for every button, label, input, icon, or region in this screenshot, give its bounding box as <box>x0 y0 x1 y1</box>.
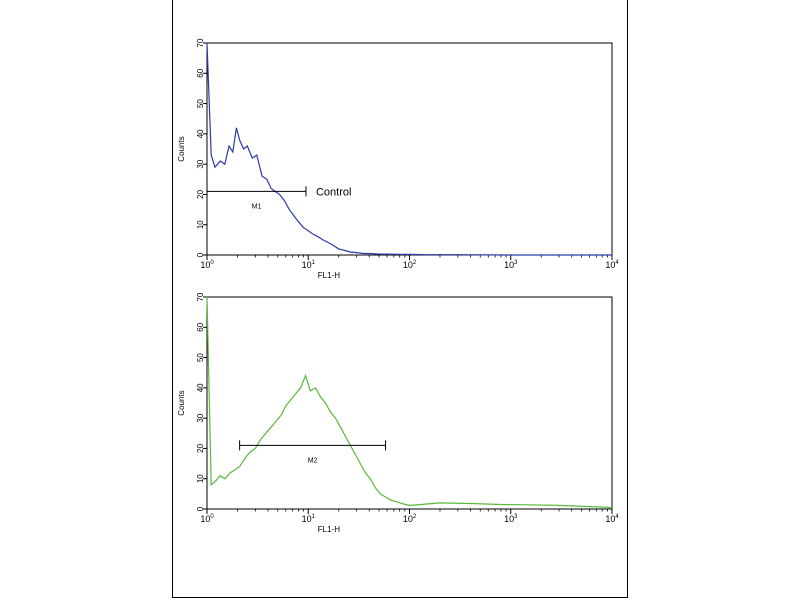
x-axis-label: FL1-H <box>318 271 340 280</box>
y-axis-label: Counts <box>177 136 186 161</box>
y-tick-label: 0 <box>196 252 205 257</box>
x-tick-base: 10 <box>200 514 210 524</box>
plot-area <box>206 42 613 256</box>
x-tick-exponent: 2 <box>413 514 417 520</box>
x-tick-base: 10 <box>302 514 312 524</box>
y-tick-label: 10 <box>196 474 205 483</box>
y-tick-label: 0 <box>196 506 205 511</box>
x-tick-exponent: 1 <box>312 260 316 266</box>
x-axis-label: FL1-H <box>318 525 340 534</box>
x-tick-exponent: 4 <box>615 514 619 520</box>
x-tick-base: 10 <box>605 260 615 270</box>
x-tick-exponent: 3 <box>514 514 518 520</box>
x-tick-exponent: 0 <box>210 514 214 520</box>
marker-gate-m1: M1 <box>206 186 307 210</box>
x-tick-base: 10 <box>504 260 514 270</box>
x-tick-base: 10 <box>403 514 413 524</box>
histogram-series-line <box>206 42 612 256</box>
x-tick-label: 103 <box>504 260 518 270</box>
x-tick-label: 103 <box>504 514 518 524</box>
y-tick-label: 50 <box>196 353 205 362</box>
y-tick-label: 10 <box>196 220 205 229</box>
annotation-label: Control <box>316 186 351 198</box>
y-tick-label: 60 <box>196 322 205 331</box>
y-tick-label: 60 <box>196 68 205 77</box>
x-tick-label: 102 <box>403 514 417 524</box>
y-axis-label: Counts <box>177 390 186 415</box>
x-tick-base: 10 <box>504 514 514 524</box>
x-tick-label: 102 <box>403 260 417 270</box>
y-tick-label: 40 <box>196 383 205 392</box>
histogram-series-line <box>206 296 613 509</box>
x-tick-exponent: 4 <box>615 260 619 266</box>
x-tick-label: 100 <box>200 260 214 270</box>
x-tick-base: 10 <box>403 260 413 270</box>
marker-label: M1 <box>252 203 262 210</box>
x-tick-exponent: 1 <box>312 514 316 520</box>
x-tick-exponent: 2 <box>413 260 417 266</box>
x-tick-base: 10 <box>302 260 312 270</box>
y-tick-label: 50 <box>196 99 205 108</box>
y-tick-label: 70 <box>196 38 205 47</box>
figure-frame <box>172 0 628 598</box>
y-tick-label: 30 <box>196 413 205 422</box>
x-tick-exponent: 3 <box>514 260 518 266</box>
plot-area <box>206 296 613 510</box>
y-tick-label: 30 <box>196 159 205 168</box>
x-tick-base: 10 <box>200 260 210 270</box>
marker-label: M2 <box>308 457 318 464</box>
x-tick-base: 10 <box>605 514 615 524</box>
x-tick-exponent: 0 <box>210 260 214 266</box>
marker-gate-m2: M2 <box>239 440 387 464</box>
y-tick-label: 20 <box>196 443 205 452</box>
x-tick-label: 104 <box>605 260 619 270</box>
x-tick-label: 100 <box>200 514 214 524</box>
y-tick-label: 40 <box>196 129 205 138</box>
x-tick-label: 101 <box>302 260 316 270</box>
x-tick-label: 101 <box>302 514 316 524</box>
y-tick-label: 70 <box>196 292 205 301</box>
x-tick-label: 104 <box>605 514 619 524</box>
y-tick-label: 20 <box>196 189 205 198</box>
